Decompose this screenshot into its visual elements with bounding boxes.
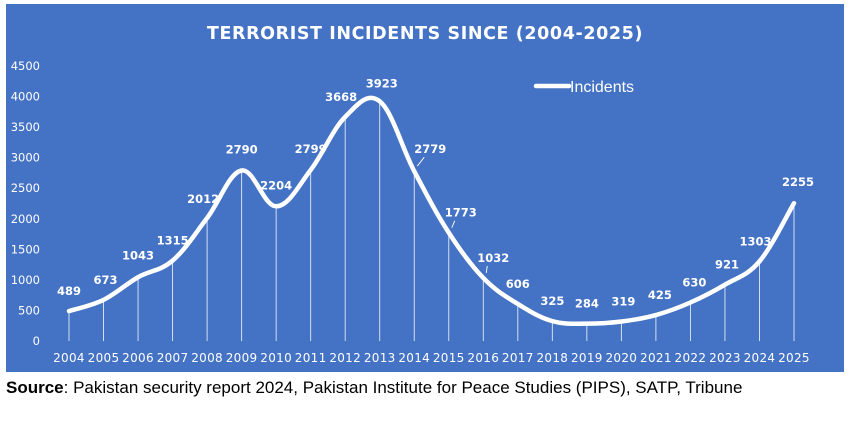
data-label: 2204 bbox=[260, 178, 292, 192]
source-caption: Source: Pakistan security report 2024, P… bbox=[6, 375, 846, 401]
drop-lines bbox=[68, 101, 795, 341]
x-tick-label: 2023 bbox=[709, 351, 741, 365]
data-label: 2779 bbox=[414, 142, 446, 156]
data-label: 3923 bbox=[366, 76, 398, 90]
data-label: 1043 bbox=[122, 248, 154, 262]
y-tick-label: 500 bbox=[18, 303, 40, 317]
x-tick-label: 2005 bbox=[88, 351, 120, 365]
y-tick-label: 4500 bbox=[11, 59, 40, 73]
series-line-incidents bbox=[66, 95, 797, 327]
data-label: 673 bbox=[94, 273, 118, 287]
label-leader-line bbox=[416, 156, 425, 167]
y-tick-label: 3000 bbox=[11, 151, 40, 165]
data-label: 2255 bbox=[782, 175, 814, 189]
x-tick-label: 2016 bbox=[467, 351, 499, 365]
y-tick-label: 0 bbox=[33, 334, 40, 348]
legend-label: Incidents bbox=[570, 79, 634, 96]
data-label: 1773 bbox=[445, 206, 477, 220]
data-label: 2799 bbox=[295, 142, 327, 156]
x-tick-label: 2025 bbox=[778, 351, 810, 365]
y-tick-label: 3500 bbox=[11, 120, 40, 134]
data-label: 630 bbox=[682, 276, 706, 290]
chart-panel: TERRORIST INCIDENTS SINCE (2004-2025) 0 5… bbox=[6, 4, 844, 372]
data-label: 1303 bbox=[739, 234, 771, 248]
x-tick-label: 2014 bbox=[398, 351, 430, 365]
x-tick-label: 2021 bbox=[640, 351, 672, 365]
x-tick-label: 2015 bbox=[433, 351, 465, 365]
label-leader-line bbox=[451, 220, 456, 228]
data-label: 325 bbox=[540, 294, 564, 308]
x-tick-label: 2018 bbox=[536, 351, 568, 365]
data-label: 489 bbox=[57, 284, 81, 298]
x-tick-label: 2006 bbox=[122, 351, 154, 365]
y-tick-label: 2000 bbox=[11, 212, 40, 226]
x-tick-label: 2019 bbox=[571, 351, 603, 365]
label-leader-line bbox=[485, 265, 488, 273]
x-tick-label: 2020 bbox=[606, 351, 638, 365]
label-leader-lines bbox=[416, 156, 488, 273]
x-tick-label: 2011 bbox=[295, 351, 327, 365]
line-chart: TERRORIST INCIDENTS SINCE (2004-2025) 0 5… bbox=[11, 24, 814, 365]
x-tick-label: 2010 bbox=[260, 351, 292, 365]
x-tick-label: 2007 bbox=[157, 351, 189, 365]
x-axis: 2004 2005 2006 2007 2008 2009 2010 2011 2012 2013… bbox=[53, 351, 810, 365]
data-label: 1032 bbox=[477, 251, 509, 265]
data-label: 284 bbox=[575, 297, 599, 311]
x-tick-label: 2008 bbox=[191, 351, 223, 365]
y-tick-label: 1000 bbox=[11, 273, 40, 287]
source-text: : Pakistan security report 2024, Pakista… bbox=[63, 378, 743, 397]
x-tick-label: 2024 bbox=[744, 351, 776, 365]
data-label: 921 bbox=[715, 258, 739, 272]
data-label: 2790 bbox=[226, 143, 258, 157]
x-tick-label: 2022 bbox=[675, 351, 707, 365]
x-tick-label: 2009 bbox=[226, 351, 258, 365]
x-tick-label: 2013 bbox=[364, 351, 396, 365]
source-label: Source bbox=[6, 378, 64, 397]
data-label: 2012 bbox=[187, 192, 219, 206]
y-tick-label: 1500 bbox=[11, 242, 40, 256]
data-label: 3668 bbox=[325, 90, 357, 104]
data-label: 1315 bbox=[157, 234, 189, 248]
y-tick-label: 2500 bbox=[11, 181, 40, 195]
data-label: 425 bbox=[648, 288, 672, 302]
y-tick-label: 4000 bbox=[11, 90, 40, 104]
chart-title: TERRORIST INCIDENTS SINCE (2004-2025) bbox=[207, 24, 643, 44]
data-label: 606 bbox=[506, 277, 530, 291]
x-tick-label: 2017 bbox=[502, 351, 534, 365]
x-tick-label: 2004 bbox=[53, 351, 85, 365]
y-axis: 0 500 1000 1500 2000 2500 3000 3500 4000 4500 bbox=[11, 59, 40, 348]
legend: Incidents bbox=[533, 79, 634, 96]
x-tick-label: 2012 bbox=[329, 351, 361, 365]
data-label: 319 bbox=[611, 295, 635, 309]
